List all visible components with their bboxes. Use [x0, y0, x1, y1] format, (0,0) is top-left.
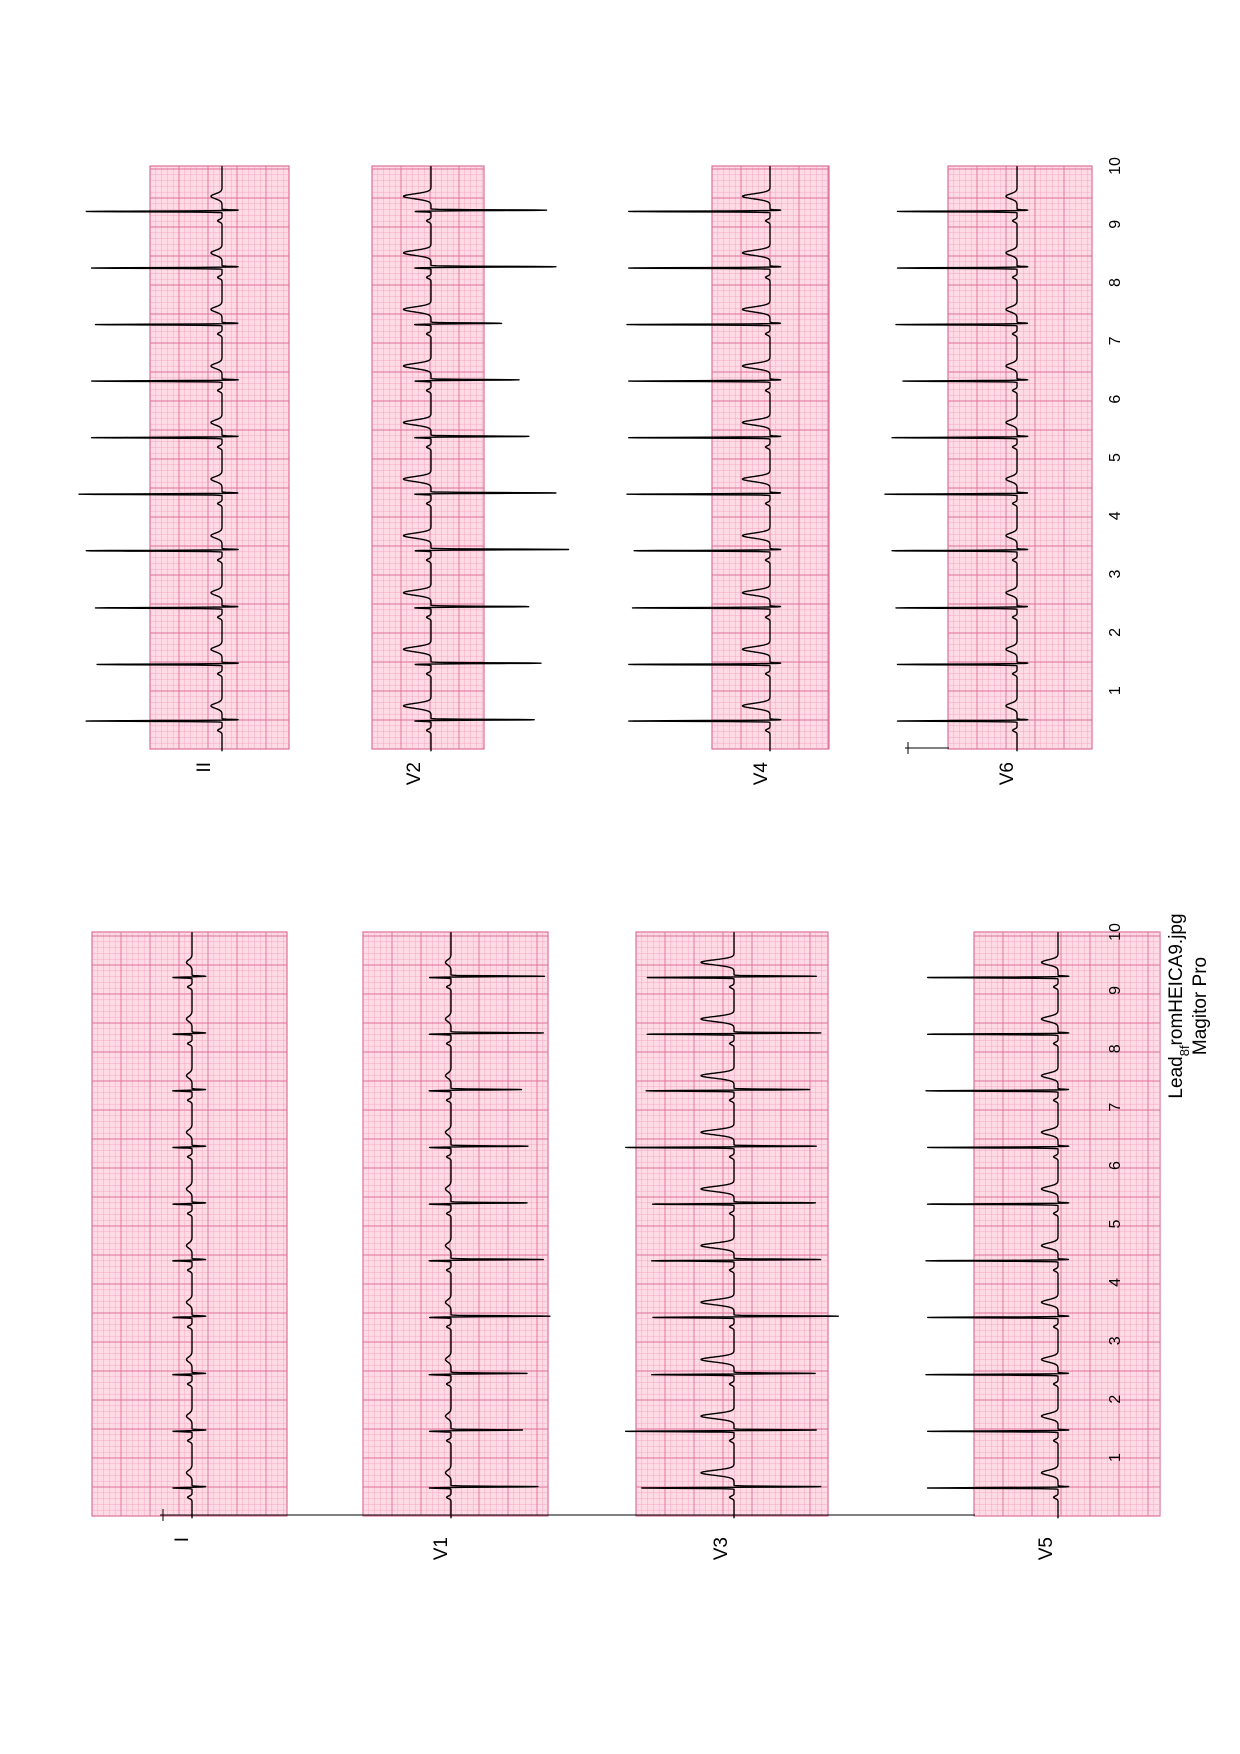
lead-panel-v6: V6 [884, 165, 1093, 785]
grid-background [635, 931, 829, 1517]
ecg-trace-v6 [884, 165, 1029, 752]
grid-minor-lines [92, 932, 287, 1516]
caption-line2: Magitor Pro [1190, 957, 1211, 1055]
time-tick-label: 8 [1107, 278, 1124, 287]
time-tick-label: 1 [1107, 1453, 1124, 1462]
lead-panel-i: I [91, 931, 288, 1542]
grid-background [362, 931, 549, 1517]
time-tick-label: 10 [1107, 157, 1124, 175]
time-tick-label: 5 [1107, 453, 1124, 462]
time-tick-label: 5 [1107, 1219, 1124, 1228]
ecg-trace-i [172, 931, 207, 1519]
ecg-trace-v3 [625, 931, 839, 1519]
lead-panel-ii: II [78, 165, 290, 773]
grid-minor-lines [974, 932, 1160, 1516]
time-axis-ticks: 1 2 3 4 5 6 7 8 9 10 1 2 3 4 5 6 7 8 9 10 [1107, 157, 1124, 1462]
time-tick-label: 1 [1107, 686, 1124, 695]
grid-minor-lines [363, 932, 548, 1516]
time-tick-label: 3 [1107, 570, 1124, 579]
lead-label: V1 [431, 1537, 452, 1560]
time-tick-label: 10 [1107, 923, 1124, 941]
ecg-trace-v4 [626, 165, 782, 752]
time-tick-label: 6 [1107, 1161, 1124, 1170]
time-tick-label: 2 [1107, 1395, 1124, 1404]
lead-label: V6 [997, 762, 1018, 785]
caption: Lead8fromHEICA9.jpg Magitor Pro [1166, 913, 1211, 1098]
grid-major-lines [91, 932, 287, 1517]
time-tick-label: 3 [1107, 1336, 1124, 1345]
lead-label: II [194, 762, 215, 773]
time-tick-label: 7 [1107, 336, 1124, 345]
time-tick-label: 9 [1107, 220, 1124, 229]
lead-panel-v2: V2 [371, 165, 570, 785]
ecg-trace-v1 [428, 931, 551, 1519]
time-tick-label: 7 [1107, 1103, 1124, 1112]
time-tick-label: 9 [1107, 986, 1124, 995]
grid-major-lines [362, 932, 548, 1517]
lead-label: V5 [1036, 1537, 1057, 1560]
time-tick-label: 4 [1107, 511, 1124, 520]
ecg-trace-v2 [402, 165, 570, 752]
time-tick-label: 4 [1107, 1278, 1124, 1287]
lead-panel-v1: V1 [362, 931, 551, 1560]
lead-label: I [172, 1537, 193, 1542]
time-tick-label: 8 [1107, 1044, 1124, 1053]
grid-background [947, 165, 1093, 750]
grid-major-lines [635, 932, 828, 1517]
lead-label: V4 [751, 762, 772, 786]
lead-panel-v3: V3 [625, 931, 839, 1560]
time-tick-label: 2 [1107, 628, 1124, 637]
grid-major-lines [973, 932, 1160, 1517]
ecg-trace-ii [78, 165, 239, 752]
ecg-trace-v5 [925, 931, 1070, 1519]
caption-line1: Lead8fromHEICA9.jpg [1166, 913, 1192, 1098]
calibration-mark [160, 1509, 975, 1521]
calibration-mark [905, 742, 949, 754]
lead-panel-v5: V5 [160, 931, 1161, 1560]
lead-label: V3 [711, 1537, 732, 1560]
lead-panels: I V1 V3 V5 II V2 V4 V6 [78, 165, 1161, 1560]
lead-label: V2 [404, 762, 425, 785]
lead-panel-v4: V4 [626, 165, 830, 786]
time-tick-label: 6 [1107, 395, 1124, 404]
